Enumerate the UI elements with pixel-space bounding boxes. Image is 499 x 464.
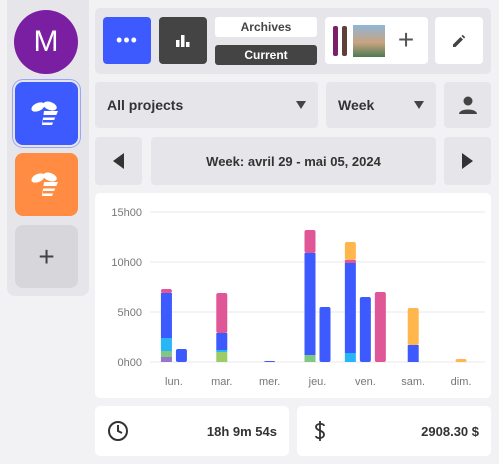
y-tick-label: 5h00: [118, 307, 142, 319]
total-money-card: 2908.30 $: [297, 406, 491, 456]
dollar-icon: [315, 421, 325, 441]
bar-segment[interactable]: [407, 345, 419, 362]
x-tick-label: dim.: [451, 376, 472, 388]
next-week-button[interactable]: [444, 137, 491, 185]
bar-chart-icon: [176, 34, 190, 47]
bee-logo-icon: [30, 101, 58, 125]
bar-segment[interactable]: [216, 350, 228, 352]
more-horizontal-icon: •••: [116, 30, 138, 50]
chevron-down-icon: [414, 101, 424, 109]
bee-logo-icon: [30, 172, 58, 196]
y-tick-label: 10h00: [111, 257, 142, 269]
workspace-button-2[interactable]: [15, 153, 78, 216]
bar-segment[interactable]: [455, 359, 467, 362]
pencil-icon: [453, 34, 466, 47]
bar-segment[interactable]: [319, 307, 331, 362]
caret-left-icon: [113, 153, 124, 169]
bar-segment[interactable]: [216, 352, 228, 362]
period-select-value: Week: [338, 97, 375, 113]
bar-segment[interactable]: [304, 355, 316, 362]
workspace-button-1[interactable]: [15, 82, 78, 145]
week-range-label: Week: avril 29 - mai 05, 2024: [151, 137, 436, 185]
person-icon: [458, 96, 477, 114]
project-select[interactable]: All projects: [95, 82, 318, 128]
user-filter-button[interactable]: [444, 82, 491, 128]
bar-segment[interactable]: [344, 260, 356, 263]
user-avatar[interactable]: M: [14, 10, 78, 74]
bar-segment[interactable]: [304, 230, 316, 253]
project-select-value: All projects: [107, 97, 184, 113]
x-tick-label: mer.: [259, 376, 280, 388]
bar-segment[interactable]: [216, 333, 228, 350]
x-tick-label: jeu.: [308, 376, 327, 388]
archives-toggle[interactable]: Archives: [215, 17, 317, 37]
bar-segment[interactable]: [160, 289, 172, 293]
bar-segment[interactable]: [175, 349, 187, 362]
bar-segment[interactable]: [344, 263, 356, 353]
y-tick-label: 15h00: [111, 207, 142, 219]
bar-segment[interactable]: [304, 253, 316, 355]
chart-card: 15h00 10h00 5h00 0h00 lun. mar. mer. jeu. ven. sa…: [95, 193, 491, 398]
add-member-button[interactable]: +: [397, 24, 415, 55]
current-toggle[interactable]: Current: [215, 45, 317, 65]
member-photo[interactable]: [353, 25, 385, 57]
total-money-value: 2908.30 $: [421, 424, 479, 439]
member-color-bar: [333, 26, 338, 56]
y-tick-label: 0h00: [118, 357, 142, 369]
stats-view-button[interactable]: [159, 17, 207, 64]
clock-icon: [108, 421, 128, 441]
edit-button[interactable]: [435, 17, 483, 64]
bar-segment[interactable]: [160, 357, 172, 362]
bar-segment[interactable]: [374, 292, 386, 362]
total-time-value: 18h 9m 54s: [206, 424, 277, 439]
bar-segment[interactable]: [344, 242, 356, 260]
chevron-down-icon: [296, 101, 306, 109]
bar-segment[interactable]: [407, 308, 419, 345]
caret-right-icon: [462, 153, 473, 169]
bar-segment[interactable]: [160, 338, 172, 351]
previous-week-button[interactable]: [95, 137, 142, 185]
members-panel: +: [325, 17, 428, 64]
bar-segment[interactable]: [344, 353, 356, 362]
more-menu-button[interactable]: •••: [103, 17, 151, 64]
period-select[interactable]: Week: [326, 82, 436, 128]
x-tick-label: ven.: [355, 376, 376, 388]
x-tick-label: lun.: [165, 376, 183, 388]
total-time-card: 18h 9m 54s: [95, 406, 289, 456]
add-workspace-button[interactable]: +: [15, 225, 78, 288]
x-tick-label: mar.: [211, 376, 232, 388]
bar-segment[interactable]: [359, 297, 371, 362]
x-tick-label: sam.: [401, 376, 425, 388]
bar-segment[interactable]: [160, 293, 172, 338]
bar-segment[interactable]: [216, 293, 228, 333]
member-color-bar: [342, 26, 347, 56]
hours-bar-chart: 15h00 10h00 5h00 0h00 lun. mar. mer. jeu. ven. sa…: [111, 207, 485, 388]
bar-segment[interactable]: [160, 351, 172, 357]
bar-segment[interactable]: [264, 361, 276, 362]
